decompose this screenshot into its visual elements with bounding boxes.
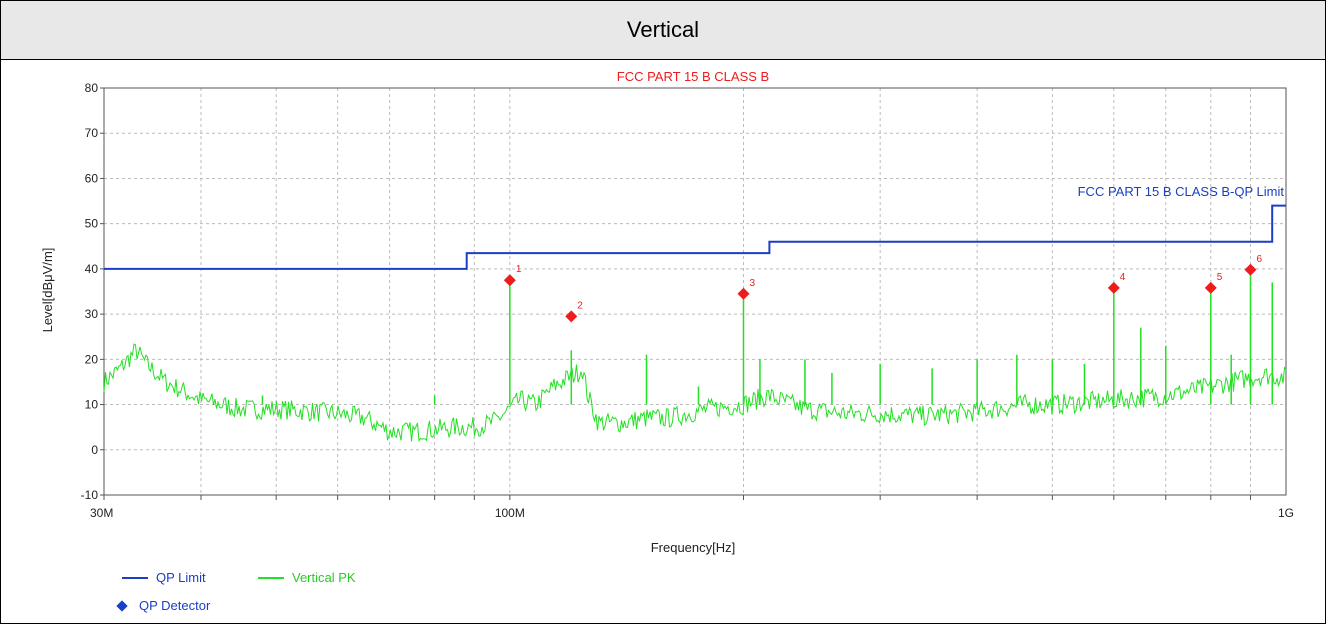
- legend-label: Vertical PK: [292, 570, 356, 585]
- vertical-pk-swatch: [258, 576, 284, 579]
- y-tick-label: 80: [85, 81, 99, 95]
- legend-qp-limit: QP Limit: [122, 570, 206, 585]
- y-tick-label: 0: [91, 443, 98, 457]
- qp-marker: [503, 274, 516, 287]
- chart-title: FCC PART 15 B CLASS B: [617, 69, 769, 84]
- x-tick-label: 30M: [90, 506, 113, 520]
- qp-marker-label: 3: [749, 278, 755, 289]
- diamond-icon: [116, 599, 128, 612]
- y-tick-label: 20: [85, 352, 99, 366]
- qp-limit-line: [104, 204, 1286, 270]
- x-axis-label: Frequency[Hz]: [651, 540, 736, 555]
- qp-markers: 1 2 3 4 5 6: [503, 254, 1262, 323]
- qp-marker: [1244, 263, 1257, 276]
- legend-label: QP Limit: [156, 570, 206, 585]
- grid: [103, 87, 1286, 500]
- plot-border: [103, 87, 1287, 496]
- x-tick-label: 1G: [1278, 506, 1294, 520]
- y-axis-label: Level[dBμV/m]: [40, 248, 55, 333]
- qp-marker-label: 2: [577, 300, 583, 311]
- qp-marker-label: 1: [516, 264, 522, 275]
- x-tick-label: 100M: [495, 506, 525, 520]
- qp-marker: [737, 287, 750, 300]
- qp-marker: [1107, 281, 1120, 294]
- y-tick-label: 50: [85, 217, 99, 231]
- y-tick-label: 60: [85, 171, 99, 185]
- qp-marker: [1204, 281, 1217, 294]
- qp-marker-label: 6: [1256, 254, 1262, 265]
- y-tick-label: 70: [85, 126, 99, 140]
- legend-qp-detector: QP Detector: [112, 598, 210, 613]
- y-tick-labels: -10 0 10 20 30 40 50 60 70 80: [81, 81, 104, 502]
- y-tick-label: -10: [81, 488, 99, 502]
- y-tick-label: 10: [85, 398, 99, 412]
- series: [103, 204, 1287, 442]
- qp-marker: [565, 310, 578, 323]
- legend-vertical-pk: Vertical PK: [258, 570, 356, 585]
- qp-limit-swatch: [122, 576, 148, 579]
- limit-line-label: FCC PART 15 B CLASS B-QP Limit: [1078, 184, 1285, 199]
- legend-label: QP Detector: [139, 598, 211, 613]
- y-tick-label: 30: [85, 307, 99, 321]
- qp-marker-label: 4: [1120, 272, 1126, 283]
- y-tick-label: 40: [85, 262, 99, 276]
- vertical-pk-trace: [103, 343, 1287, 442]
- x-tick-labels: 30M 100M 1G: [90, 506, 1294, 520]
- section-header: Vertical: [1, 1, 1325, 60]
- qp-marker-label: 5: [1217, 272, 1223, 283]
- section-title: Vertical: [626, 17, 700, 42]
